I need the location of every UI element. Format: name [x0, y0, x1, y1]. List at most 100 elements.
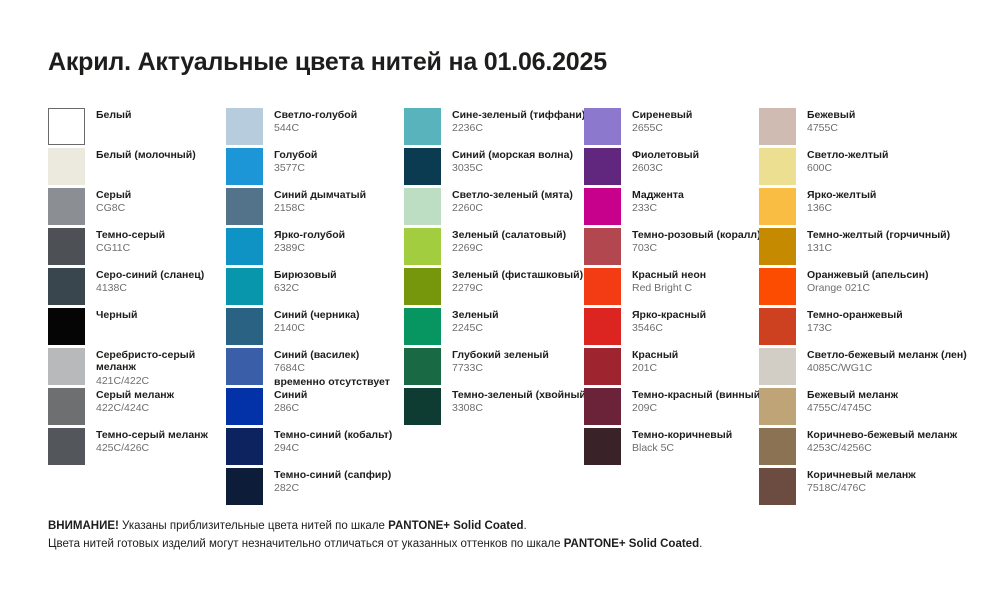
swatch-row[interactable]: Светло-зеленый (мята) 2260C	[404, 188, 584, 228]
color-swatch[interactable]	[48, 148, 85, 185]
color-swatch[interactable]	[226, 468, 263, 505]
color-swatch[interactable]	[226, 388, 263, 425]
swatch-row[interactable]: Белый (молочный)	[48, 148, 226, 188]
swatch-row[interactable]: Темно-синий (сапфир) 282C	[226, 468, 404, 508]
swatch-row[interactable]: Серо-синий (сланец) 4138C	[48, 268, 226, 308]
swatch-labels: Черный	[96, 308, 137, 321]
swatch-name: Бежевый меланж	[807, 389, 899, 401]
color-swatch[interactable]	[759, 268, 796, 305]
color-swatch[interactable]	[404, 188, 441, 225]
color-swatch[interactable]	[404, 388, 441, 425]
swatch-code: 131C	[807, 242, 833, 255]
color-swatch[interactable]	[226, 308, 263, 345]
color-swatch[interactable]	[584, 228, 621, 265]
color-swatch[interactable]	[584, 268, 621, 305]
color-swatch[interactable]	[759, 188, 796, 225]
color-swatch[interactable]	[759, 388, 796, 425]
swatch-row[interactable]: Сиреневый 2655C	[584, 108, 759, 148]
color-swatch[interactable]	[584, 148, 621, 185]
color-swatch[interactable]	[759, 428, 796, 465]
color-swatch[interactable]	[226, 108, 263, 145]
color-swatch[interactable]	[584, 388, 621, 425]
color-swatch[interactable]	[759, 308, 796, 345]
swatch-row[interactable]: Темно-синий (кобальт) 294C	[226, 428, 404, 468]
swatch-row[interactable]: Серебристо-серый меланж 421C/422C	[48, 348, 226, 388]
color-swatch[interactable]	[404, 348, 441, 385]
swatch-row[interactable]: Красный неон Red Bright C	[584, 268, 759, 308]
color-swatch[interactable]	[404, 148, 441, 185]
color-swatch[interactable]	[226, 148, 263, 185]
swatch-row[interactable]: Глубокий зеленый 7733C	[404, 348, 584, 388]
swatch-row[interactable]: Красный 201C	[584, 348, 759, 388]
color-swatch[interactable]	[404, 108, 441, 145]
swatch-row[interactable]: Темно-розовый (коралл) 703C	[584, 228, 761, 268]
swatch-row[interactable]: Зеленый (салатовый) 2269C	[404, 228, 584, 268]
swatch-row[interactable]: Зеленый 2245C	[404, 308, 584, 348]
swatch-row[interactable]: Серый меланж 422C/424C	[48, 388, 226, 428]
color-swatch[interactable]	[404, 268, 441, 305]
swatch-row[interactable]: Темно-коричневый Black 5C	[584, 428, 759, 468]
swatch-row[interactable]: Синий 286C	[226, 388, 404, 428]
swatch-row[interactable]: Белый	[48, 108, 226, 148]
swatch-row[interactable]: Бежевый 4755C	[759, 108, 984, 148]
swatch-row[interactable]: Темно-серый CG11C	[48, 228, 226, 268]
color-swatch[interactable]	[226, 188, 263, 225]
color-swatch[interactable]	[48, 228, 85, 265]
color-swatch[interactable]	[48, 188, 85, 225]
swatch-row[interactable]: Синий дымчатый 2158C	[226, 188, 404, 228]
swatch-row[interactable]: Оранжевый (апельсин) Orange 021C	[759, 268, 984, 308]
color-swatch[interactable]	[48, 388, 85, 425]
swatch-row[interactable]: Синий (черника) 2140C	[226, 308, 404, 348]
color-swatch[interactable]	[759, 228, 796, 265]
color-swatch[interactable]	[48, 348, 85, 385]
swatch-name: Темно-синий (кобальт)	[274, 429, 393, 441]
swatch-row[interactable]: Бежевый меланж 4755C/4745C	[759, 388, 984, 428]
color-swatch[interactable]	[584, 188, 621, 225]
color-swatch[interactable]	[584, 428, 621, 465]
swatch-row[interactable]: Темно-зеленый (хвойный) 3308C	[404, 388, 589, 428]
swatch-row[interactable]: Серый CG8C	[48, 188, 226, 228]
color-swatch[interactable]	[584, 348, 621, 385]
swatch-row[interactable]: Ярко-голубой 2389C	[226, 228, 404, 268]
swatch-row[interactable]: Коричнево-бежевый меланж 4253C/4256C	[759, 428, 984, 468]
color-swatch[interactable]	[584, 108, 621, 145]
swatch-row[interactable]: Синий (василек) 7684C временно отсутствует	[226, 348, 404, 388]
color-swatch[interactable]	[404, 228, 441, 265]
color-swatch[interactable]	[759, 108, 796, 145]
color-swatch[interactable]	[48, 428, 85, 465]
color-swatch[interactable]	[226, 428, 263, 465]
color-swatch[interactable]	[226, 268, 263, 305]
color-swatch[interactable]	[226, 348, 263, 385]
swatch-row[interactable]: Темно-желтый (горчичный) 131C	[759, 228, 984, 268]
color-swatch[interactable]	[584, 308, 621, 345]
color-swatch[interactable]	[226, 228, 263, 265]
swatch-row[interactable]: Темно-красный (винный) 209C	[584, 388, 764, 428]
swatch-row[interactable]: Синий (морская волна) 3035C	[404, 148, 584, 188]
swatch-column-1: Светло-голубой 544C Голубой 3577C Синий дымч…	[226, 108, 404, 508]
color-swatch[interactable]	[48, 308, 85, 345]
color-swatch[interactable]	[759, 348, 796, 385]
swatch-row[interactable]: Голубой 3577C	[226, 148, 404, 188]
swatch-code: 2603C	[632, 162, 663, 175]
color-swatch[interactable]	[759, 468, 796, 505]
swatch-row[interactable]: Темно-оранжевый 173C	[759, 308, 984, 348]
color-swatch[interactable]	[404, 308, 441, 345]
swatch-code: 2279C	[452, 282, 483, 295]
swatch-row[interactable]: Бирюзовый 632C	[226, 268, 404, 308]
swatch-row[interactable]: Сине-зеленый (тиффани) 2236C	[404, 108, 585, 148]
swatch-row[interactable]: Ярко-желтый 136C	[759, 188, 984, 228]
color-swatch[interactable]	[48, 108, 85, 145]
color-swatch[interactable]	[759, 148, 796, 185]
swatch-row[interactable]: Темно-серый меланж 425C/426C	[48, 428, 226, 468]
swatch-row[interactable]: Маджента 233C	[584, 188, 759, 228]
swatch-row[interactable]: Светло-бежевый меланж (лен) 4085C/WG1C	[759, 348, 984, 388]
swatch-row[interactable]: Фиолетовый 2603C	[584, 148, 759, 188]
color-swatch[interactable]	[48, 268, 85, 305]
swatch-row[interactable]: Зеленый (фисташковый) 2279C	[404, 268, 584, 308]
swatch-row[interactable]: Ярко-красный 3546C	[584, 308, 759, 348]
swatch-row[interactable]: Светло-желтый 600C	[759, 148, 984, 188]
swatch-row[interactable]: Черный	[48, 308, 226, 348]
swatch-row[interactable]: Коричневый меланж 7518C/476C	[759, 468, 984, 508]
swatch-row[interactable]: Светло-голубой 544C	[226, 108, 404, 148]
